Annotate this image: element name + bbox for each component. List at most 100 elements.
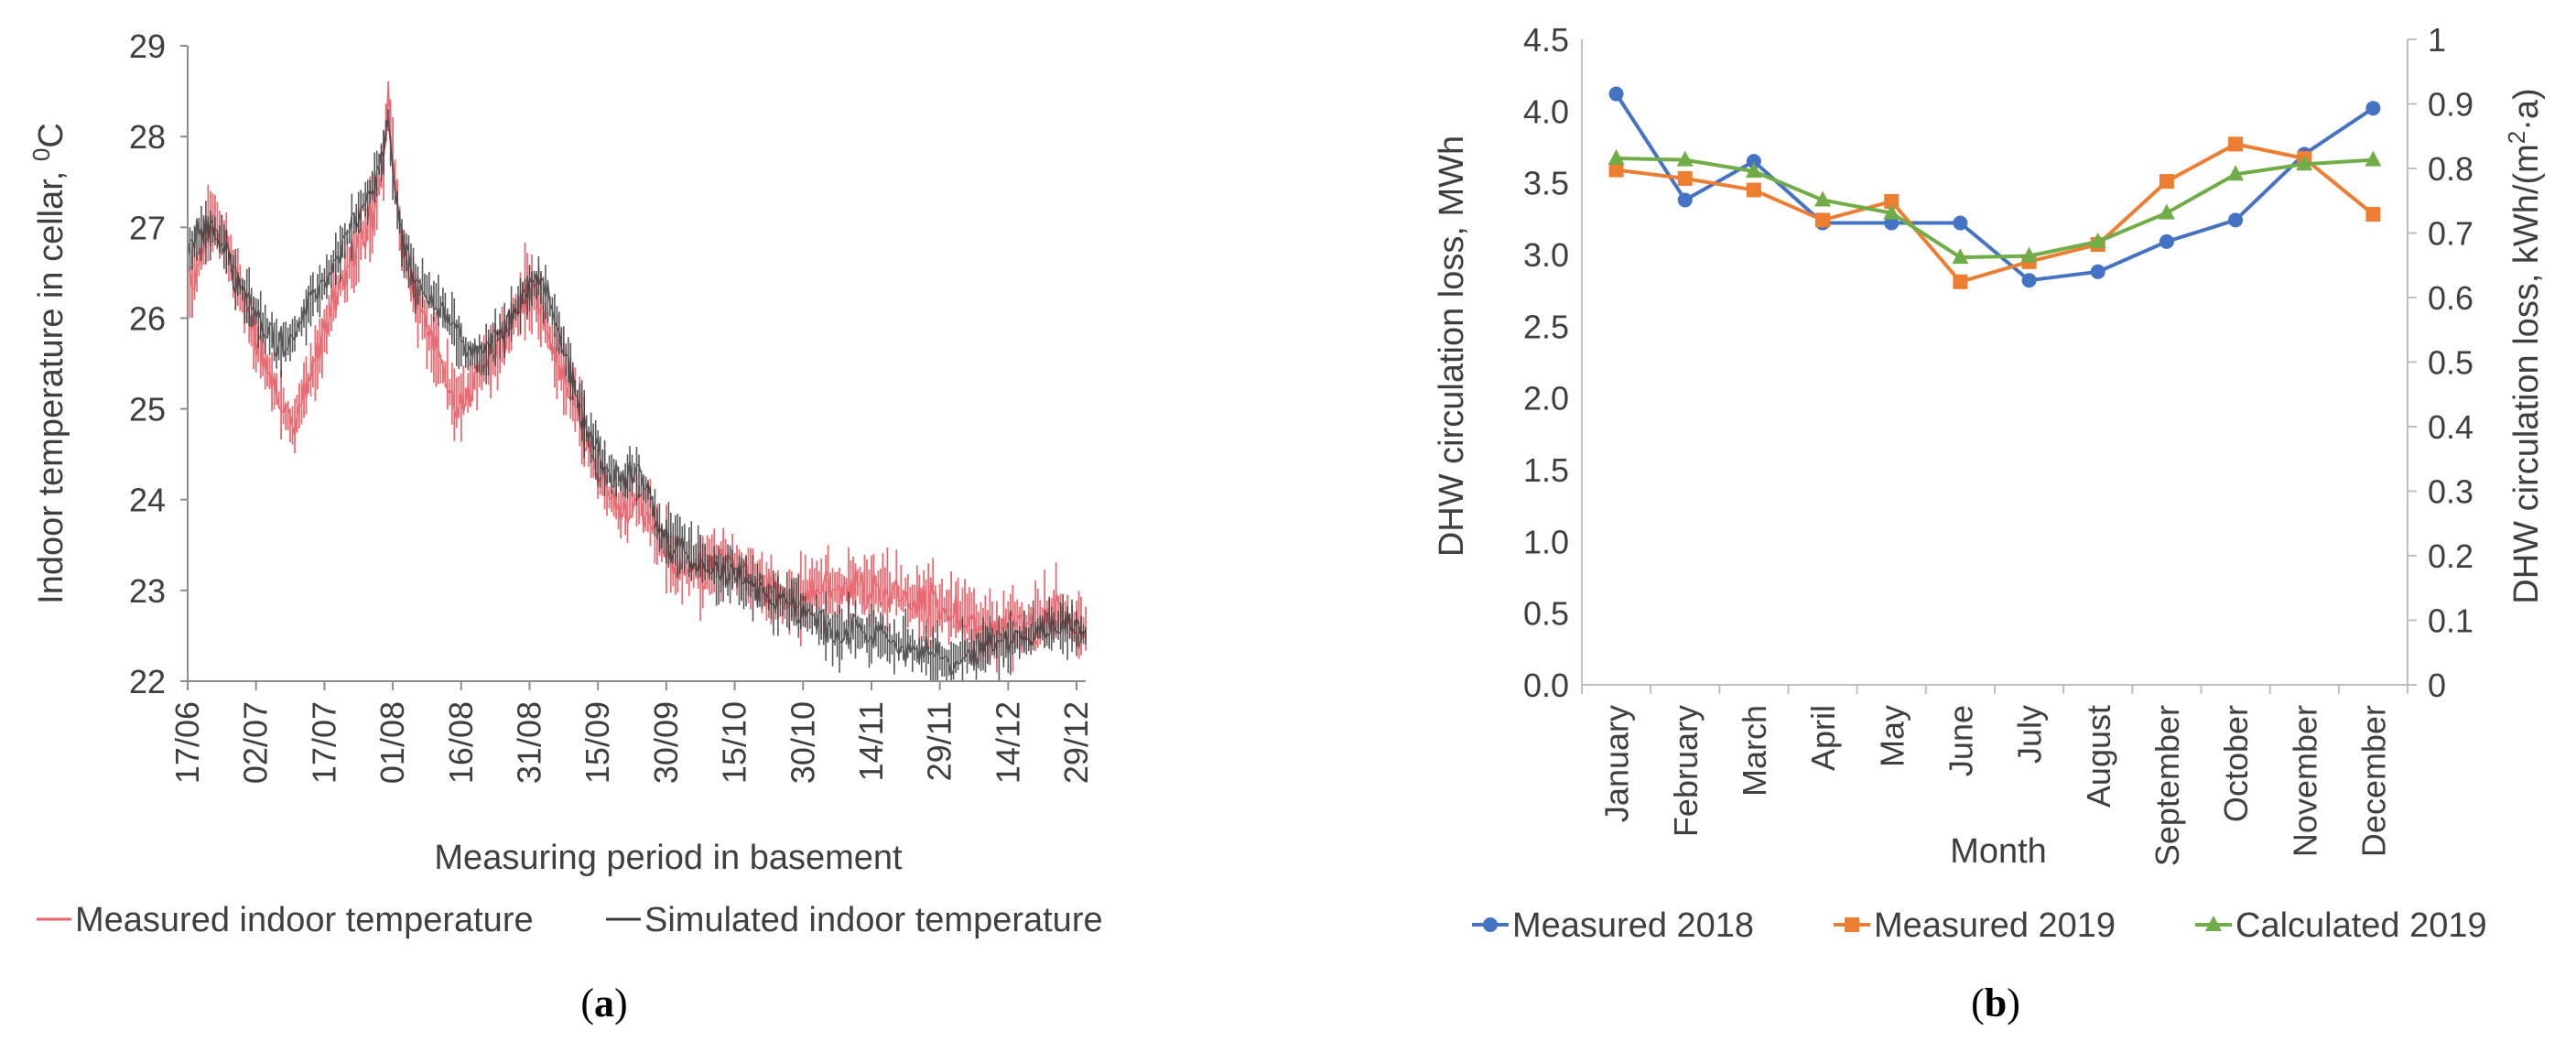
panel-a-x-tick-label: 17/07 [305,701,342,784]
series-measured-2019 [1608,136,2381,289]
point-calculated-2019-may [1883,203,1900,220]
panel-b-y2-tick-label: 0.6 [2428,279,2473,317]
legend-marker-calculated-2019 [2205,916,2222,931]
point-measured-2018-july [2021,273,2037,288]
point-measured-2018-august [2090,264,2105,279]
panel-b-y-tick-label: 4.0 [1523,92,1569,130]
point-measured-2018-september [2159,233,2174,249]
panel-b-y-tick-label: 4.5 [1523,21,1569,59]
panel-b-y-tick-label: 1.5 [1523,451,1569,489]
point-measured-2018-february [1677,192,1693,208]
panel-a-x-tick-label: 14/12 [989,701,1026,784]
panel-a-y-axis-title: Indoor temperature in cellar, 0C [27,123,70,604]
legend-item-calculated-2019: Calculated 2019 [2195,906,2487,945]
point-measured-2018-march [1746,154,1761,169]
point-calculated-2019-january [1607,149,1625,166]
panel-a-y-tick-label: 23 [129,572,166,610]
panel-b-y2-ticks: 0 0.1 0.2 0.3 0.4 0.5 0.6 0.7 0.8 0.9 1 [2408,21,2473,704]
panel-a-x-tick-label: 30/10 [784,701,821,784]
series-measured-indoor-temperature [187,81,1087,673]
panel-a-label: (a) [580,981,627,1025]
panel-b-x-tick-label: April [1804,705,1842,771]
point-calculated-2019-july [2020,246,2038,263]
point-measured-2019-february [1677,170,1693,186]
panel-b-x-ticks: January February March April May June July Augu… [1581,685,2408,866]
panel-a-x-tick-label: 14/11 [852,701,890,781]
legend-label-simulated-indoor: Simulated indoor temperature [644,901,1103,939]
panel-a-x-tick-label: 31/08 [510,701,547,784]
panel-b-series [1607,86,2382,289]
panel-a-y-ticks: 22 23 24 25 26 27 28 29 [129,27,188,700]
legend-marker-measured-2019 [1845,917,1859,932]
point-measured-2018-january [1608,86,1624,102]
panel-a-legend: Measured indoor temperature Simulated in… [37,901,1103,939]
point-measured-2019-october [2228,136,2244,152]
panel-a-x-tick-label: 29/11 [921,701,958,781]
panel-b-y2-tick-label: 0.7 [2428,215,2473,253]
series-calculated-2019 [1607,149,2382,265]
legend-item-measured-2018: Measured 2018 [1472,906,1754,945]
panel-b-y-tick-label: 2.0 [1523,380,1569,417]
panel-b-x-tick-label: September [2148,705,2186,866]
panel-a-x-tick-label: 15/10 [716,701,753,784]
panel-b-x-tick-label: December [2354,705,2392,857]
point-measured-2018-october [2228,212,2244,228]
panel-b-y2-tick-label: 0.3 [2428,473,2473,511]
point-calculated-2019-november [2296,155,2313,171]
panel-b-y2-tick-label: 0.1 [2428,602,2473,640]
panel-b-y2-axis-title: DHW circulation loss, kWh/(m2·a) [2503,88,2546,603]
panel-b-y-axis-title: DHW circulation loss, MWh [1433,136,1471,557]
panel-b-x-tick-label: February [1667,705,1705,837]
panel-a-y-tick-label: 22 [129,663,166,700]
legend-marker-measured-2018 [1483,917,1498,932]
panel-b-chart: 0.0 0.5 1.0 1.5 2.0 2.5 3.0 3.5 4.0 4.5 0 0.1 0.2 0.… [1433,21,2546,1025]
panel-a-y-tick-label: 25 [129,391,166,428]
point-calculated-2019-october [2227,165,2245,181]
panel-a-y-tick-label: 26 [129,299,166,337]
point-measured-2019-june [1953,274,1968,289]
panel-a-x-tick-label: 15/09 [579,701,616,784]
legend-label-calculated-2019: Calculated 2019 [2235,906,2487,945]
panel-b-y-tick-label: 1.0 [1523,523,1569,560]
point-calculated-2019-february [1676,150,1694,167]
point-measured-2019-december [2365,207,2381,222]
panel-b-y-tick-label: 2.5 [1523,308,1569,345]
panel-b-x-tick-label: March [1736,705,1773,797]
panel-b-y2-tick-label: 0.4 [2428,408,2473,446]
panel-a-x-tick-label: 16/08 [442,701,480,784]
point-measured-2019-january [1608,162,1624,178]
panel-a-x-axis-title: Measuring period in basement [434,839,903,877]
panel-a-y-tick-label: 24 [129,482,166,519]
panel-b-y-tick-label: 3.5 [1523,165,1569,202]
panel-b-x-tick-label: May [1873,705,1910,767]
point-calculated-2019-june [1952,248,1969,265]
panel-b-x-tick-label: January [1598,705,1636,822]
panel-b-y2-tick-label: 0 [2428,667,2446,704]
panel-a-y-tick-label: 27 [129,209,166,246]
panel-a-x-tick-label: 30/09 [647,701,685,784]
line-calculated-2019 [1616,157,2374,260]
line-measured-indoor-temperature [187,81,1087,673]
point-measured-2019-may [1884,194,1900,210]
line-measured-2019 [1616,142,2375,285]
panel-a-series [187,81,1087,681]
point-calculated-2019-december [2365,150,2382,167]
panel-b-y2-tick-label: 0.2 [2428,537,2473,575]
panel-b-y2-tick-label: 0.8 [2428,150,2473,188]
point-measured-2018-december [2365,101,2381,116]
panel-b-y2-tick-label: 0.9 [2428,86,2473,124]
panel-b-label: (b) [1971,981,2020,1025]
point-calculated-2019-march [1745,162,1762,179]
panel-b-legend: Measured 2018 Measured 2019 Calculated 2… [1472,906,2487,945]
panel-b-x-tick-label: November [2286,705,2323,857]
point-calculated-2019-august [2089,232,2106,248]
panel-b-y2-tick-label: 1 [2428,21,2446,59]
point-measured-2019-april [1815,212,1831,228]
panel-b-y-tick-label: 3.0 [1523,236,1569,274]
panel-b-x-tick-label: June [1942,705,1979,776]
panel-b-x-tick-label: August [2080,705,2117,808]
panel-b-x-tick-label: July [2011,705,2049,764]
point-measured-2019-march [1746,182,1761,198]
